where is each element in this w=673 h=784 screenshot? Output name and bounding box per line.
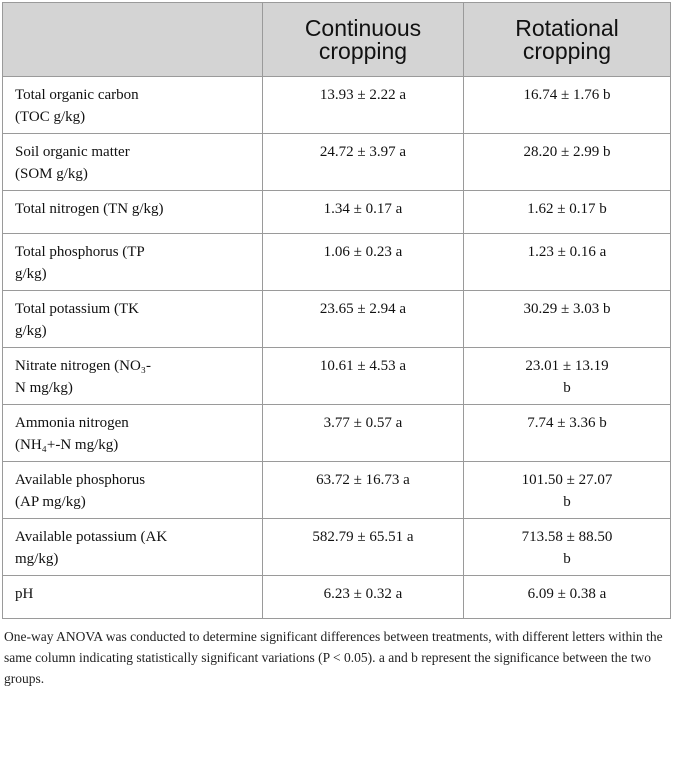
continuous-value-cell: 24.72 ± 3.97 a [262, 133, 464, 191]
row-label-line: Available potassium (AK [15, 529, 168, 545]
row-label-cell: Total potassium (TK g/kg) [2, 290, 263, 348]
continuous-value-cell: 23.65 ± 2.94 a [262, 290, 464, 348]
rotational-value-line: 1.23 ± 0.16 a [527, 244, 607, 260]
continuous-value-cell: 6.23 ± 0.32 a [262, 575, 464, 619]
rotational-value-cell: 23.01 ± 13.19 b [463, 347, 671, 405]
continuous-value-cell: 10.61 ± 4.53 a [262, 347, 464, 405]
rotational-value-line: 23.01 ± 13.19 [525, 358, 609, 374]
row-label-line: Soil organic matter [15, 144, 130, 160]
table-footnote: One-way ANOVA was conducted to determine… [4, 629, 663, 686]
row-label-cell: Total organic carbon (TOC g/kg) [2, 76, 263, 134]
continuous-value-cell: 13.93 ± 2.22 a [262, 76, 464, 134]
rotational-value-cell: 1.62 ± 0.17 b [463, 190, 671, 234]
header-rotational-line2: cropping [522, 37, 612, 64]
row-label-cell: Available phosphorus (AP mg/kg) [2, 461, 263, 519]
table-row: Ammonia nitrogen (NH₄+-N mg/kg) 3.77 ± 0.5… [2, 404, 671, 462]
continuous-value-cell: 1.34 ± 0.17 a [262, 190, 464, 234]
table-row: Total organic carbon (TOC g/kg) 13.93 ± 2.… [2, 76, 671, 134]
table-row: Total nitrogen (TN g/kg) 1.34 ± 0.17 a 1.6… [2, 190, 671, 234]
table-row: Total phosphorus (TP g/kg) 1.06 ± 0.23 a 1.… [2, 233, 671, 291]
continuous-value-line: 1.34 ± 0.17 a [323, 201, 403, 217]
table-row: pH 6.23 ± 0.32 a 6.09 ± 0.38 a [2, 575, 671, 619]
rotational-value-line: 713.58 ± 88.50 [521, 529, 613, 545]
rotational-value-line: 6.09 ± 0.38 a [527, 586, 607, 602]
table-row: Soil organic matter (SOM g/kg) 24.72 ± 3.9… [2, 133, 671, 191]
row-label-line: Total organic carbon [15, 87, 139, 103]
header-rotational-line1: Rotational [515, 14, 619, 41]
table-row: Available potassium (AK mg/kg) 582.79 ± 65… [2, 518, 671, 576]
rotational-value-line: 28.20 ± 2.99 b [523, 144, 611, 160]
row-label-line: pH [15, 586, 34, 602]
row-label-line: Nitrate nitrogen (NO₃- [15, 358, 152, 374]
row-label-cell: pH [2, 575, 263, 619]
table-row: Available phosphorus (AP mg/kg) 63.72 ± 16… [2, 461, 671, 519]
rotational-value-cell: 28.20 ± 2.99 b [463, 133, 671, 191]
header-continuous-line2: cropping [318, 37, 408, 64]
row-label-line: g/kg) [15, 266, 47, 282]
rotational-value-cell: 30.29 ± 3.03 b [463, 290, 671, 348]
continuous-value-line: 6.23 ± 0.32 a [323, 586, 403, 602]
continuous-value-line: 24.72 ± 3.97 a [319, 144, 407, 160]
rotational-value-line: b [563, 551, 571, 567]
rotational-value-line: b [563, 494, 571, 510]
table-row: Total potassium (TK g/kg) 23.65 ± 2.94 a 30… [2, 290, 671, 348]
table-row: Nitrate nitrogen (NO₃- N mg/kg) 10.61 ± 4.… [2, 347, 671, 405]
continuous-value-cell: 582.79 ± 65.51 a [262, 518, 464, 576]
rotational-value-line: 16.74 ± 1.76 b [523, 87, 611, 103]
row-label-cell: Soil organic matter (SOM g/kg) [2, 133, 263, 191]
continuous-value-cell: 63.72 ± 16.73 a [262, 461, 464, 519]
continuous-value-cell: 1.06 ± 0.23 a [262, 233, 464, 291]
row-label-cell: Ammonia nitrogen (NH₄+-N mg/kg) [2, 404, 263, 462]
rotational-value-cell: 16.74 ± 1.76 b [463, 76, 671, 134]
row-label-line: (AP mg/kg) [15, 494, 86, 510]
continuous-value-line: 582.79 ± 65.51 a [312, 529, 414, 545]
row-label-line: Total potassium (TK [15, 301, 139, 317]
header-rotational-cropping: Rotational cropping [463, 2, 671, 77]
rotational-value-cell: 6.09 ± 0.38 a [463, 575, 671, 619]
row-label-line: mg/kg) [15, 551, 59, 567]
row-label-line: (NH₄+-N mg/kg) [15, 437, 119, 453]
soil-properties-table: Continuous cropping Rotational cropping … [2, 2, 671, 619]
row-label-line: N mg/kg) [15, 380, 73, 396]
continuous-value-line: 1.06 ± 0.23 a [323, 244, 403, 260]
rotational-value-cell: 1.23 ± 0.16 a [463, 233, 671, 291]
rotational-value-line: 101.50 ± 27.07 [521, 472, 613, 488]
rotational-value-line: 30.29 ± 3.03 b [523, 301, 611, 317]
row-label-cell: Nitrate nitrogen (NO₃- N mg/kg) [2, 347, 263, 405]
continuous-value-line: 3.77 ± 0.57 a [323, 415, 403, 431]
rotational-value-line: 7.74 ± 3.36 b [527, 415, 607, 431]
rotational-value-cell: 7.74 ± 3.36 b [463, 404, 671, 462]
rotational-value-line: 1.62 ± 0.17 b [527, 201, 607, 217]
table-body: Total organic carbon (TOC g/kg) 13.93 ± 2.… [2, 76, 671, 619]
continuous-value-line: 63.72 ± 16.73 a [316, 472, 410, 488]
row-label-cell: Available potassium (AK mg/kg) [2, 518, 263, 576]
row-label-line: Total phosphorus (TP [15, 244, 145, 260]
header-continuous-line1: Continuous [304, 14, 422, 41]
continuous-value-line: 13.93 ± 2.22 a [319, 87, 407, 103]
header-row: Continuous cropping Rotational cropping [2, 2, 671, 77]
row-label-line: Available phosphorus [15, 472, 146, 488]
row-label-line: (TOC g/kg) [15, 109, 86, 125]
header-blank-cell [2, 2, 263, 77]
continuous-value-line: 10.61 ± 4.53 a [319, 358, 407, 374]
row-label-line: Ammonia nitrogen [15, 415, 129, 431]
continuous-value-line: 23.65 ± 2.94 a [319, 301, 407, 317]
rotational-value-cell: 713.58 ± 88.50 b [463, 518, 671, 576]
table-container: Continuous cropping Rotational cropping … [2, 2, 671, 689]
row-label-cell: Total phosphorus (TP g/kg) [2, 233, 263, 291]
row-label-cell: Total nitrogen (TN g/kg) [2, 190, 263, 234]
row-label-line: g/kg) [15, 323, 47, 339]
header-continuous-cropping: Continuous cropping [262, 2, 464, 77]
continuous-value-cell: 3.77 ± 0.57 a [262, 404, 464, 462]
rotational-value-line: b [563, 380, 571, 396]
row-label-line: Total nitrogen (TN g/kg) [15, 201, 164, 217]
row-label-line: (SOM g/kg) [15, 166, 88, 182]
rotational-value-cell: 101.50 ± 27.07 b [463, 461, 671, 519]
